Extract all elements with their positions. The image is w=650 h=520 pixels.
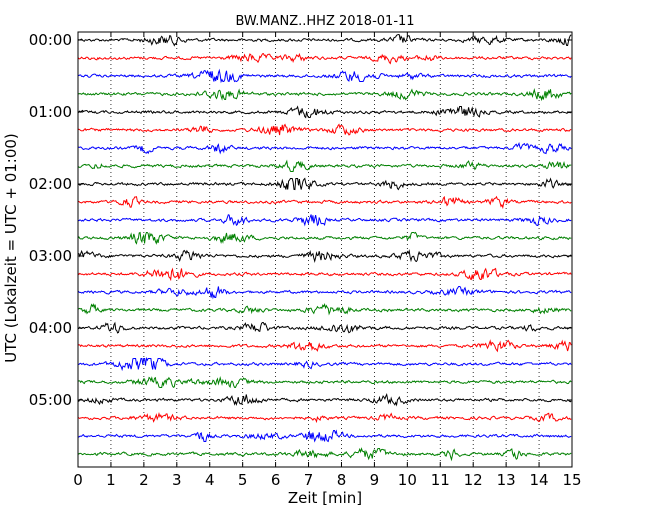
x-tick-label: 3	[172, 471, 182, 489]
seismogram-trace	[77, 412, 572, 424]
y-tick-label: 02:00	[29, 175, 72, 193]
x-tick-label: 5	[238, 471, 248, 489]
x-tick-label: 14	[530, 471, 549, 489]
y-axis-label: UTC (Lokalzeit = UTC + 01:00)	[2, 133, 20, 363]
seismogram-trace	[77, 303, 572, 316]
x-tick-label: 2	[139, 471, 149, 489]
seismogram-trace	[77, 375, 572, 389]
minute-grid	[110, 32, 540, 467]
seismogram-trace	[77, 286, 572, 300]
seismogram-trace	[77, 356, 572, 372]
seismogram-trace	[77, 249, 572, 263]
seismogram-trace	[77, 159, 572, 172]
seismogram-trace	[77, 195, 572, 210]
seismogram-trace	[77, 142, 572, 155]
x-tick-label: 9	[370, 471, 380, 489]
seismogram-trace	[77, 231, 572, 245]
y-tick-label: 03:00	[29, 247, 72, 265]
seismogram-trace	[77, 105, 572, 119]
x-tick-label: 0	[73, 471, 83, 489]
x-tick-label: 6	[271, 471, 281, 489]
seismogram-trace	[77, 447, 572, 462]
seismogram-trace	[77, 214, 572, 227]
y-tick-label: 01:00	[29, 103, 72, 121]
seismogram-trace	[77, 68, 572, 84]
x-axis-ticks: 0 1 2 3 4 5 6 7 8 9 10 11 12 13 14 15	[73, 32, 582, 489]
seismogram-trace	[77, 123, 572, 136]
x-tick-label: 12	[464, 471, 483, 489]
x-tick-label: 4	[205, 471, 215, 489]
seismogram-trace	[77, 392, 572, 407]
seismogram-trace	[77, 33, 572, 47]
seismogram-trace	[77, 87, 572, 102]
x-tick-label: 15	[562, 471, 581, 489]
x-tick-label: 10	[398, 471, 417, 489]
x-tick-label: 7	[304, 471, 314, 489]
x-axis-label: Zeit [min]	[288, 489, 362, 507]
x-tick-label: 8	[337, 471, 347, 489]
plot-frame	[77, 31, 573, 468]
seismogram-trace	[77, 267, 572, 282]
x-tick-label: 1	[106, 471, 116, 489]
seismogram-trace	[77, 52, 572, 65]
chart-title: BW.MANZ..HHZ 2018-01-11	[235, 14, 414, 29]
y-tick-label: 04:00	[29, 319, 72, 337]
x-tick-label: 13	[497, 471, 516, 489]
seismogram-trace	[77, 339, 572, 353]
x-tick-label: 11	[431, 471, 450, 489]
seismogram-trace	[77, 321, 572, 334]
seismogram-trace	[77, 177, 572, 191]
seismogram-trace	[77, 429, 572, 443]
y-axis-ticks: 00:00 01:00 02:00 03:00 04:00 05:00	[29, 31, 572, 409]
seismogram-traces	[77, 33, 572, 462]
y-tick-label: 05:00	[29, 391, 72, 409]
y-tick-label: 00:00	[29, 31, 72, 49]
